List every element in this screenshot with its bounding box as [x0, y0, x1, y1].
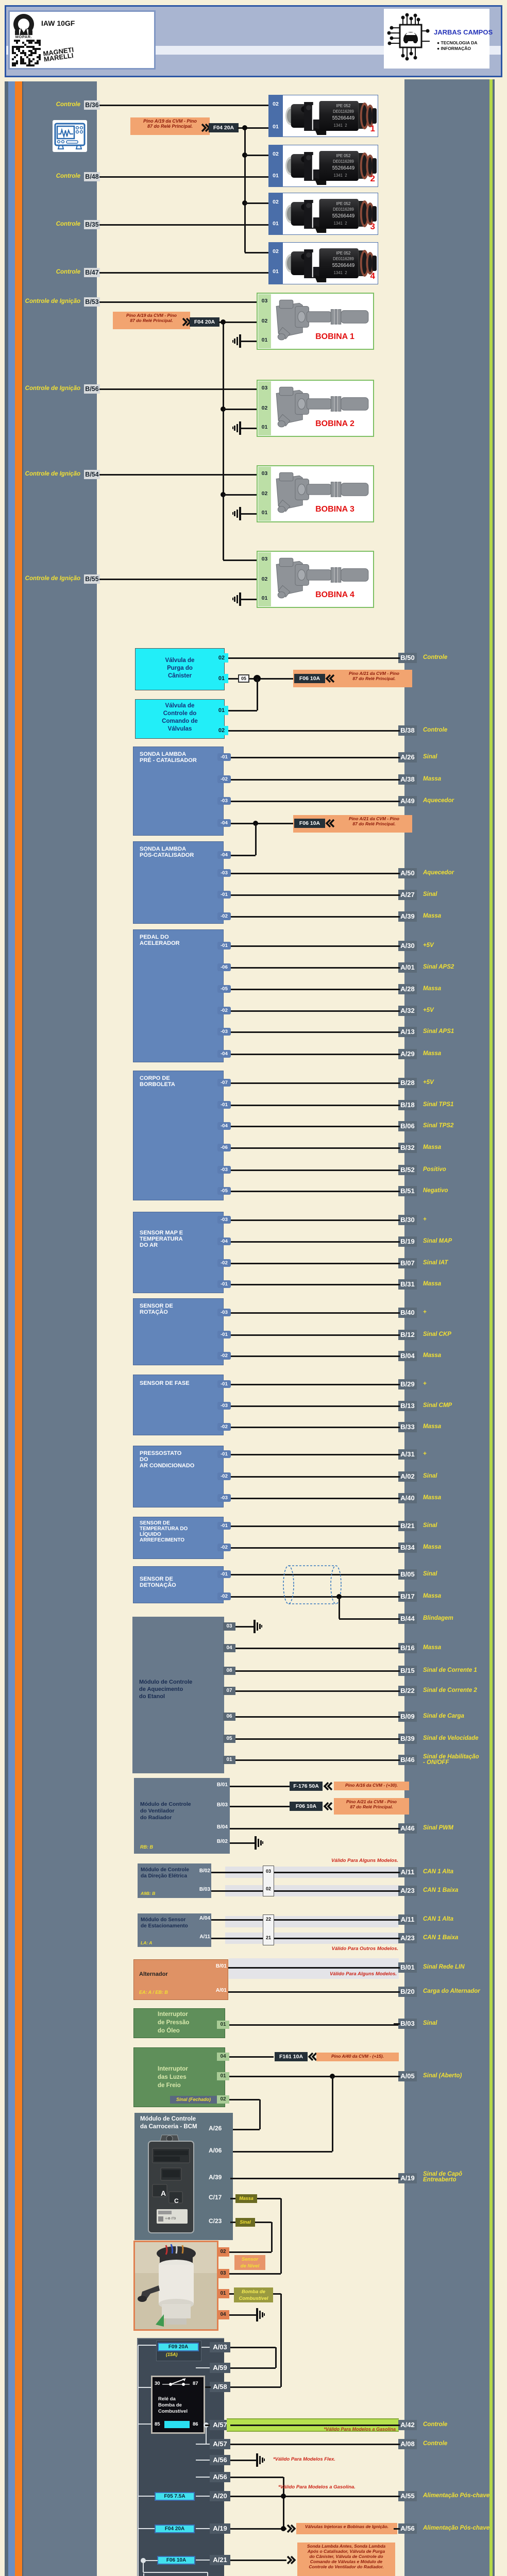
svg-text:C: C — [174, 2197, 179, 2205]
svg-text:A: A — [161, 2189, 166, 2197]
svg-text:♾♻ IT9: ♾♻ IT9 — [165, 2217, 176, 2221]
svg-text:55266449: 55266449 — [332, 115, 355, 121]
svg-text:IPE 052: IPE 052 — [336, 154, 351, 158]
svg-text:IPE 052: IPE 052 — [336, 201, 351, 206]
svg-text:DE0116289: DE0116289 — [333, 207, 354, 212]
svg-text:MOPAR.: MOPAR. — [15, 35, 32, 38]
svg-text:1341 2: 1341 2 — [334, 123, 347, 128]
svg-text:1341 2: 1341 2 — [334, 270, 347, 275]
svg-text:1341 2: 1341 2 — [334, 173, 347, 178]
svg-text:DE0116289: DE0116289 — [333, 159, 354, 164]
svg-text:DE0116289: DE0116289 — [333, 109, 354, 114]
svg-text:IPE 052: IPE 052 — [336, 104, 351, 108]
svg-text:55266449: 55266449 — [332, 263, 355, 268]
svg-text:1341 2: 1341 2 — [334, 221, 347, 226]
svg-text:55266449: 55266449 — [332, 165, 355, 171]
svg-text:DE0116289: DE0116289 — [333, 257, 354, 261]
svg-text:55266449: 55266449 — [332, 213, 355, 219]
svg-text:IPE 052: IPE 052 — [336, 251, 351, 256]
